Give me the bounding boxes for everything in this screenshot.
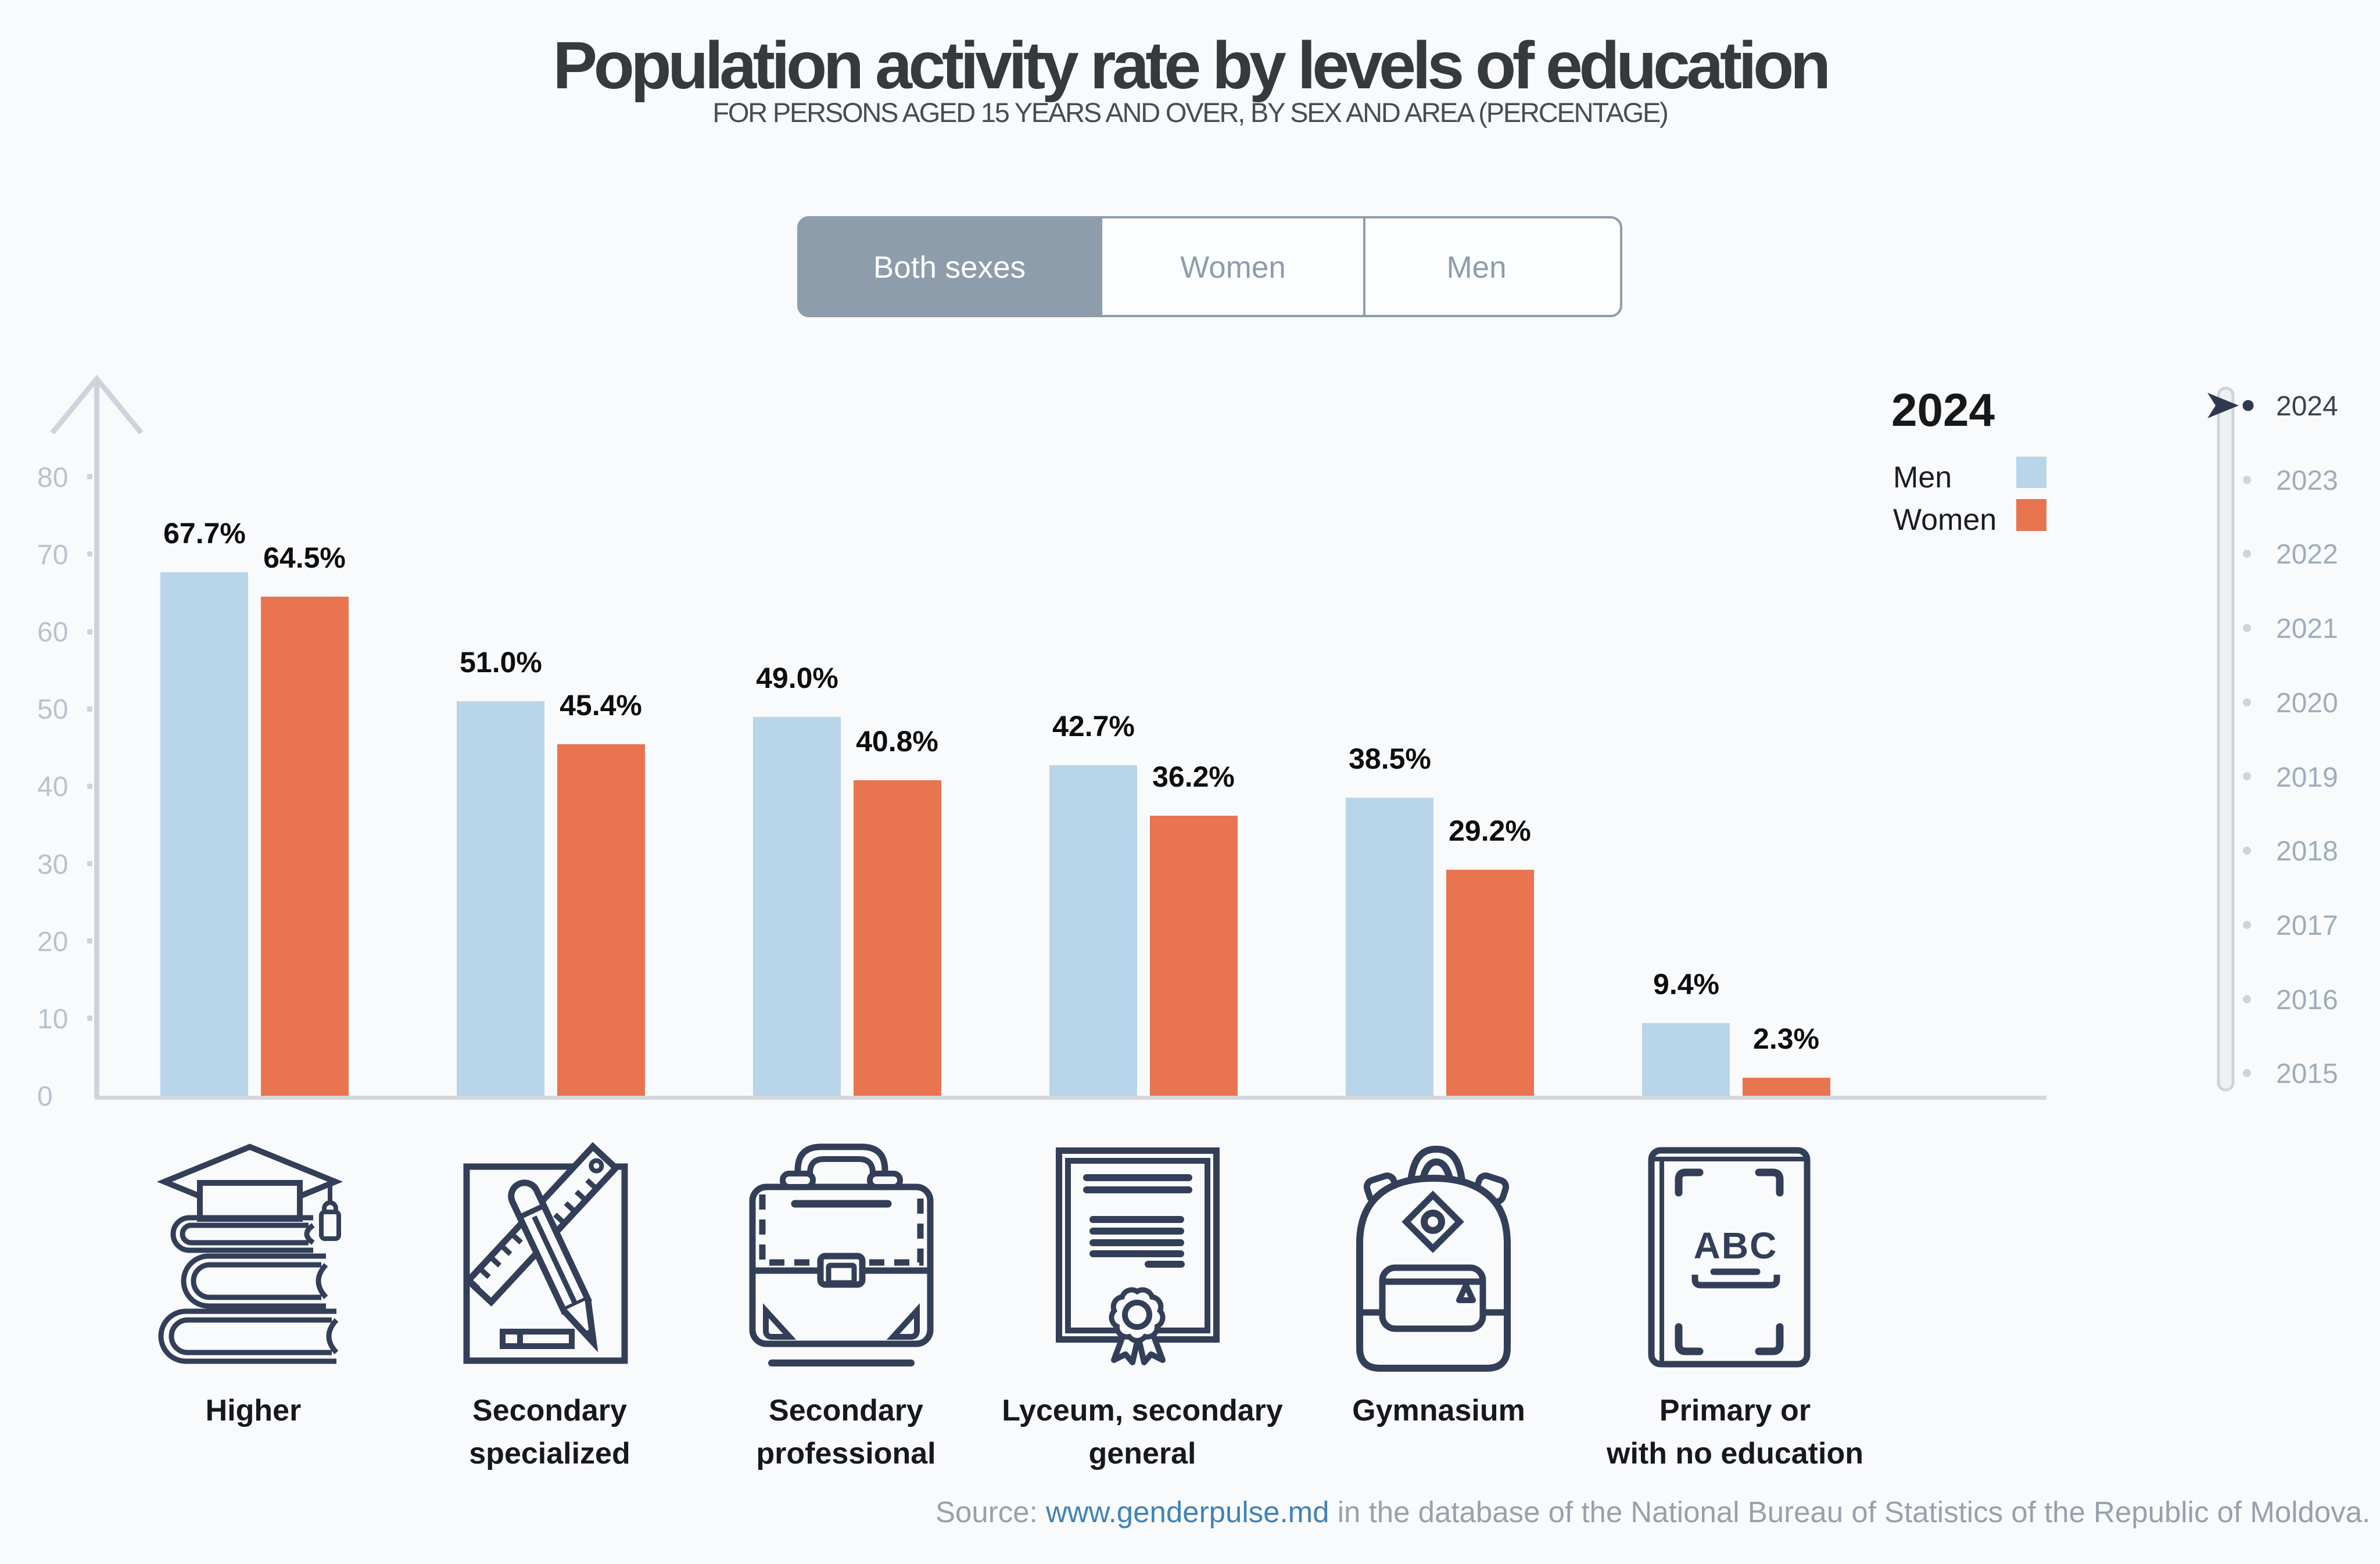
svg-text:2024: 2024 <box>1891 384 1995 436</box>
svg-text:professional: professional <box>756 1437 935 1470</box>
svg-text:Secondary: Secondary <box>472 1394 627 1427</box>
svg-text:Gymnasium: Gymnasium <box>1352 1394 1525 1427</box>
svg-text:ABC: ABC <box>1694 1225 1778 1267</box>
svg-text:general: general <box>1089 1437 1196 1470</box>
svg-text:20: 20 <box>37 927 68 957</box>
svg-text:Secondary: Secondary <box>769 1394 923 1427</box>
svg-text:2021: 2021 <box>2276 614 2338 644</box>
svg-text:FOR PERSONS AGED 15 YEARS AND: FOR PERSONS AGED 15 YEARS AND OVER, BY S… <box>712 97 1667 128</box>
svg-text:2017: 2017 <box>2276 910 2338 941</box>
svg-text:60: 60 <box>37 617 68 648</box>
svg-text:67.7%: 67.7% <box>163 517 246 550</box>
svg-text:2020: 2020 <box>2276 688 2338 719</box>
svg-text:40: 40 <box>37 772 68 802</box>
svg-text:30: 30 <box>37 849 68 880</box>
svg-text:Women: Women <box>1180 250 1286 285</box>
svg-text:with no education: with no education <box>1606 1437 1863 1470</box>
svg-text:Both sexes: Both sexes <box>873 250 1026 285</box>
svg-text:specialized: specialized <box>469 1437 630 1470</box>
svg-text:70: 70 <box>37 540 68 571</box>
svg-text:36.2%: 36.2% <box>1152 761 1235 793</box>
svg-text:10: 10 <box>37 1004 68 1035</box>
svg-text:38.5%: 38.5% <box>1349 742 1431 775</box>
svg-text:42.7%: 42.7% <box>1052 710 1135 742</box>
svg-text:Men: Men <box>1446 250 1506 285</box>
svg-text:Source: www.genderpulse.md in: Source: www.genderpulse.md in the databa… <box>935 1495 2370 1529</box>
svg-text:Higher: Higher <box>206 1394 302 1427</box>
svg-text:2022: 2022 <box>2276 539 2338 570</box>
svg-text:49.0%: 49.0% <box>756 662 838 694</box>
svg-text:Primary or: Primary or <box>1659 1394 1811 1427</box>
svg-text:80: 80 <box>37 462 68 493</box>
svg-text:2018: 2018 <box>2276 836 2338 867</box>
svg-text:51.0%: 51.0% <box>460 646 542 679</box>
svg-text:45.4%: 45.4% <box>560 689 642 722</box>
svg-text:2015: 2015 <box>2276 1059 2338 1089</box>
svg-text:29.2%: 29.2% <box>1449 815 1531 847</box>
svg-text:Population activity rate by le: Population activity rate by levels of ed… <box>553 28 1827 103</box>
svg-text:2023: 2023 <box>2276 465 2338 496</box>
svg-text:50: 50 <box>37 694 68 725</box>
svg-text:Women: Women <box>1893 503 1997 537</box>
svg-text:2024: 2024 <box>2276 391 2338 422</box>
svg-text:64.5%: 64.5% <box>263 541 346 574</box>
svg-text:9.4%: 9.4% <box>1653 968 1719 1000</box>
svg-text:2019: 2019 <box>2276 762 2338 793</box>
svg-text:Men: Men <box>1893 461 1952 494</box>
svg-text:2016: 2016 <box>2276 985 2338 1016</box>
svg-text:2.3%: 2.3% <box>1753 1023 1819 1055</box>
svg-text:0: 0 <box>37 1081 53 1112</box>
svg-text:40.8%: 40.8% <box>856 725 938 758</box>
svg-text:Lyceum, secondary: Lyceum, secondary <box>1002 1394 1283 1427</box>
